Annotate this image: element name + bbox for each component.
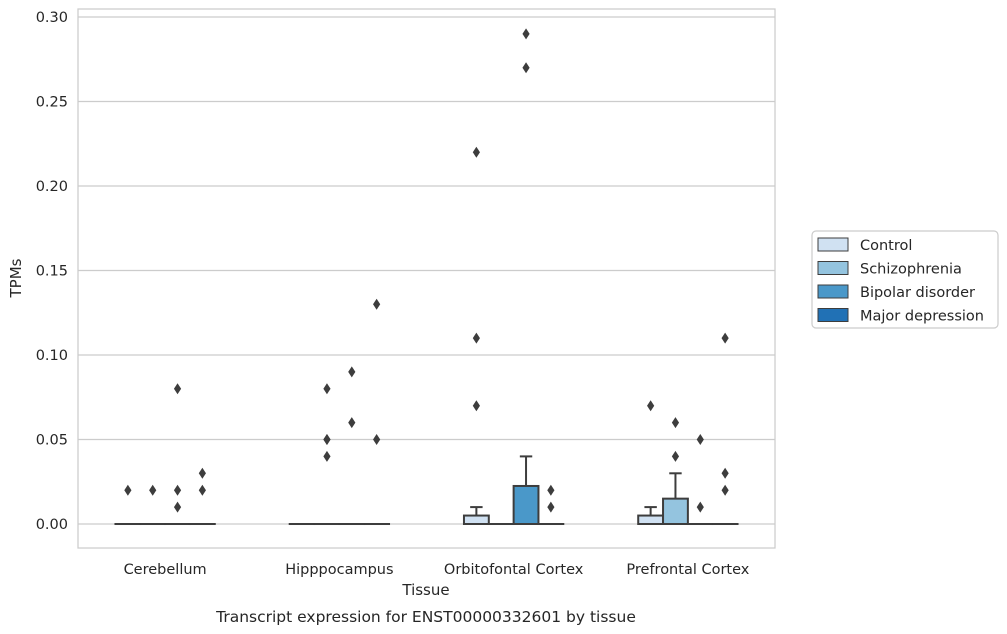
- x-tick-label: Hipppocampus: [285, 562, 393, 578]
- outlier-point: [149, 484, 157, 496]
- x-tick-label: Orbitofontal Cortex: [444, 562, 584, 578]
- outlier-point: [696, 434, 704, 445]
- outlier-point: [647, 400, 655, 412]
- box-group: [288, 298, 391, 526]
- outlier-point: [721, 332, 729, 344]
- x-axis-ticks: Cerebellum Hipppocampus Orbitofontal Corte…: [124, 562, 750, 578]
- legend: Control Schizophrenia Bipolar disorder Majo…: [811, 230, 999, 329]
- outlier-point: [323, 434, 331, 445]
- legend-label: Schizophrenia: [860, 262, 962, 278]
- box: [662, 497, 689, 525]
- outlier-point: [472, 146, 480, 158]
- y-axis-label: TPMs: [7, 258, 25, 298]
- legend-swatch: [817, 308, 849, 322]
- box-group: [462, 28, 565, 526]
- outlier-point: [671, 450, 680, 462]
- outlier-point: [696, 501, 704, 513]
- box-plot: [313, 383, 341, 526]
- legend-swatch: [817, 237, 849, 252]
- outlier-point: [198, 484, 206, 496]
- legend-label: Control: [860, 238, 912, 254]
- box-plot: [188, 467, 216, 526]
- x-tick-label: Prefrontal Cortex: [626, 562, 749, 578]
- y-tick-label: 0.00: [36, 517, 68, 533]
- y-tick-label: 0.20: [36, 179, 68, 195]
- outlier-point: [323, 450, 331, 462]
- legend-label: Major depression: [860, 309, 984, 325]
- box-plot: [637, 400, 665, 525]
- outlier-point: [373, 434, 381, 445]
- legend-swatch: [817, 261, 849, 275]
- legend-frame: [811, 230, 999, 329]
- box-group: [637, 332, 739, 526]
- outlier-point: [522, 62, 530, 74]
- outlier-point: [173, 383, 182, 395]
- y-tick-label: 0.25: [36, 95, 68, 111]
- box-plot: [537, 484, 565, 526]
- outlier-point: [721, 484, 729, 496]
- outlier-point: [348, 417, 356, 429]
- box-plot: [114, 484, 142, 526]
- chart-title: Transcript expression for ENST0000033260…: [215, 608, 636, 626]
- box-plot: [363, 298, 391, 526]
- y-tick-label: 0.15: [36, 264, 68, 280]
- outlier-point: [721, 467, 729, 479]
- outlier-point: [124, 484, 132, 496]
- box-plot: [686, 434, 714, 526]
- y-tick-label: 0.30: [36, 10, 68, 26]
- box-plot: [164, 383, 191, 526]
- outlier-point: [547, 484, 555, 496]
- box: [637, 514, 665, 525]
- box-plot: [662, 417, 689, 525]
- plot-frame: [77, 8, 776, 549]
- outlier-point: [348, 366, 356, 378]
- box-plot: [512, 28, 540, 526]
- outlier-point: [198, 467, 206, 479]
- outlier-point: [173, 501, 182, 513]
- legend-label: Bipolar disorder: [860, 285, 975, 301]
- box-plot: [711, 332, 739, 526]
- legend-swatch: [817, 284, 849, 299]
- outlier-point: [323, 383, 331, 395]
- y-tick-label: 0.10: [36, 348, 68, 364]
- box-group: [114, 383, 216, 526]
- box-groups: [114, 28, 739, 526]
- outlier-point: [671, 417, 680, 429]
- box: [512, 484, 540, 526]
- box: [462, 514, 490, 525]
- outlier-point: [173, 484, 182, 496]
- outlier-point: [547, 501, 555, 513]
- x-tick-label: Cerebellum: [124, 562, 207, 578]
- x-axis-label: Tissue: [401, 581, 449, 599]
- grid-lines: [78, 16, 775, 525]
- outlier-point: [522, 28, 530, 40]
- y-axis-ticks: 0.00 0.05 0.10 0.15 0.20 0.25 0.30: [36, 10, 68, 533]
- box-plot: [139, 484, 167, 526]
- box-plot: [338, 366, 366, 526]
- outlier-point: [472, 400, 480, 412]
- y-tick-label: 0.05: [36, 433, 68, 449]
- outlier-point: [373, 298, 381, 310]
- outlier-point: [472, 332, 480, 344]
- box-plot: [462, 146, 490, 525]
